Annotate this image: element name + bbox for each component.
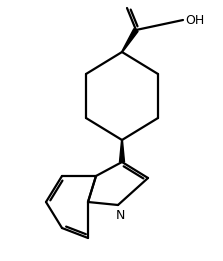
Polygon shape bbox=[120, 140, 124, 162]
Text: OH: OH bbox=[185, 14, 204, 27]
Text: N: N bbox=[115, 209, 125, 222]
Polygon shape bbox=[122, 29, 138, 52]
